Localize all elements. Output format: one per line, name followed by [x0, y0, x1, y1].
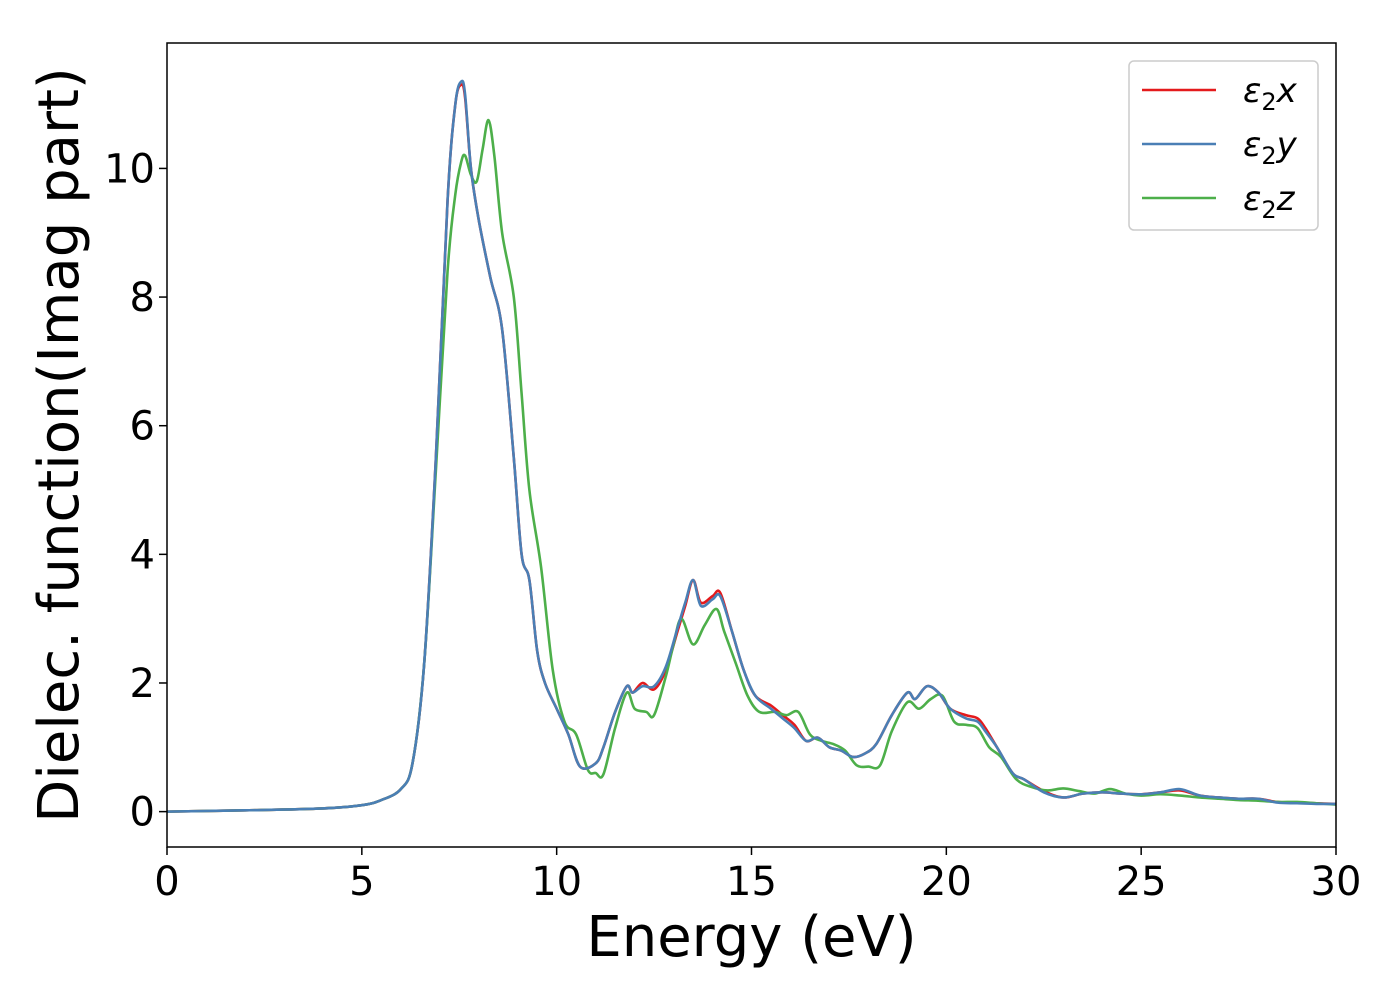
y-axis: 0 2 4 6 8 10 — [104, 146, 167, 836]
legend: ε2x ε2y ε2z — [1128, 60, 1319, 231]
y-tick-label: 4 — [130, 532, 155, 578]
y-tick-label: 10 — [104, 146, 155, 192]
y-tick-label: 0 — [130, 790, 155, 836]
legend-label-z: ε2z — [1243, 179, 1296, 224]
x-tick-label: 0 — [154, 859, 179, 905]
x-tick-label: 30 — [1311, 859, 1362, 905]
legend-box — [1128, 60, 1319, 231]
legend-label-y: ε2y — [1243, 125, 1298, 170]
y-tick-label: 2 — [130, 661, 155, 707]
series-line-z — [167, 118, 1336, 813]
x-axis-title: Energy (eV) — [586, 905, 916, 970]
series-line-y — [167, 79, 1336, 813]
series-layer — [167, 79, 1336, 813]
y-tick-label: 8 — [130, 275, 155, 321]
x-tick-label: 10 — [531, 859, 582, 905]
x-axis: 0 5 10 15 20 25 30 — [154, 847, 1361, 905]
y-tick-label: 6 — [130, 404, 155, 450]
x-tick-label: 25 — [1116, 859, 1167, 905]
x-tick-label: 20 — [921, 859, 972, 905]
x-tick-label: 5 — [349, 859, 374, 905]
x-tick-label: 15 — [726, 859, 777, 905]
legend-label-x: ε2x — [1243, 71, 1298, 116]
y-axis-title: Dielec. function(Imag part) — [27, 67, 92, 823]
